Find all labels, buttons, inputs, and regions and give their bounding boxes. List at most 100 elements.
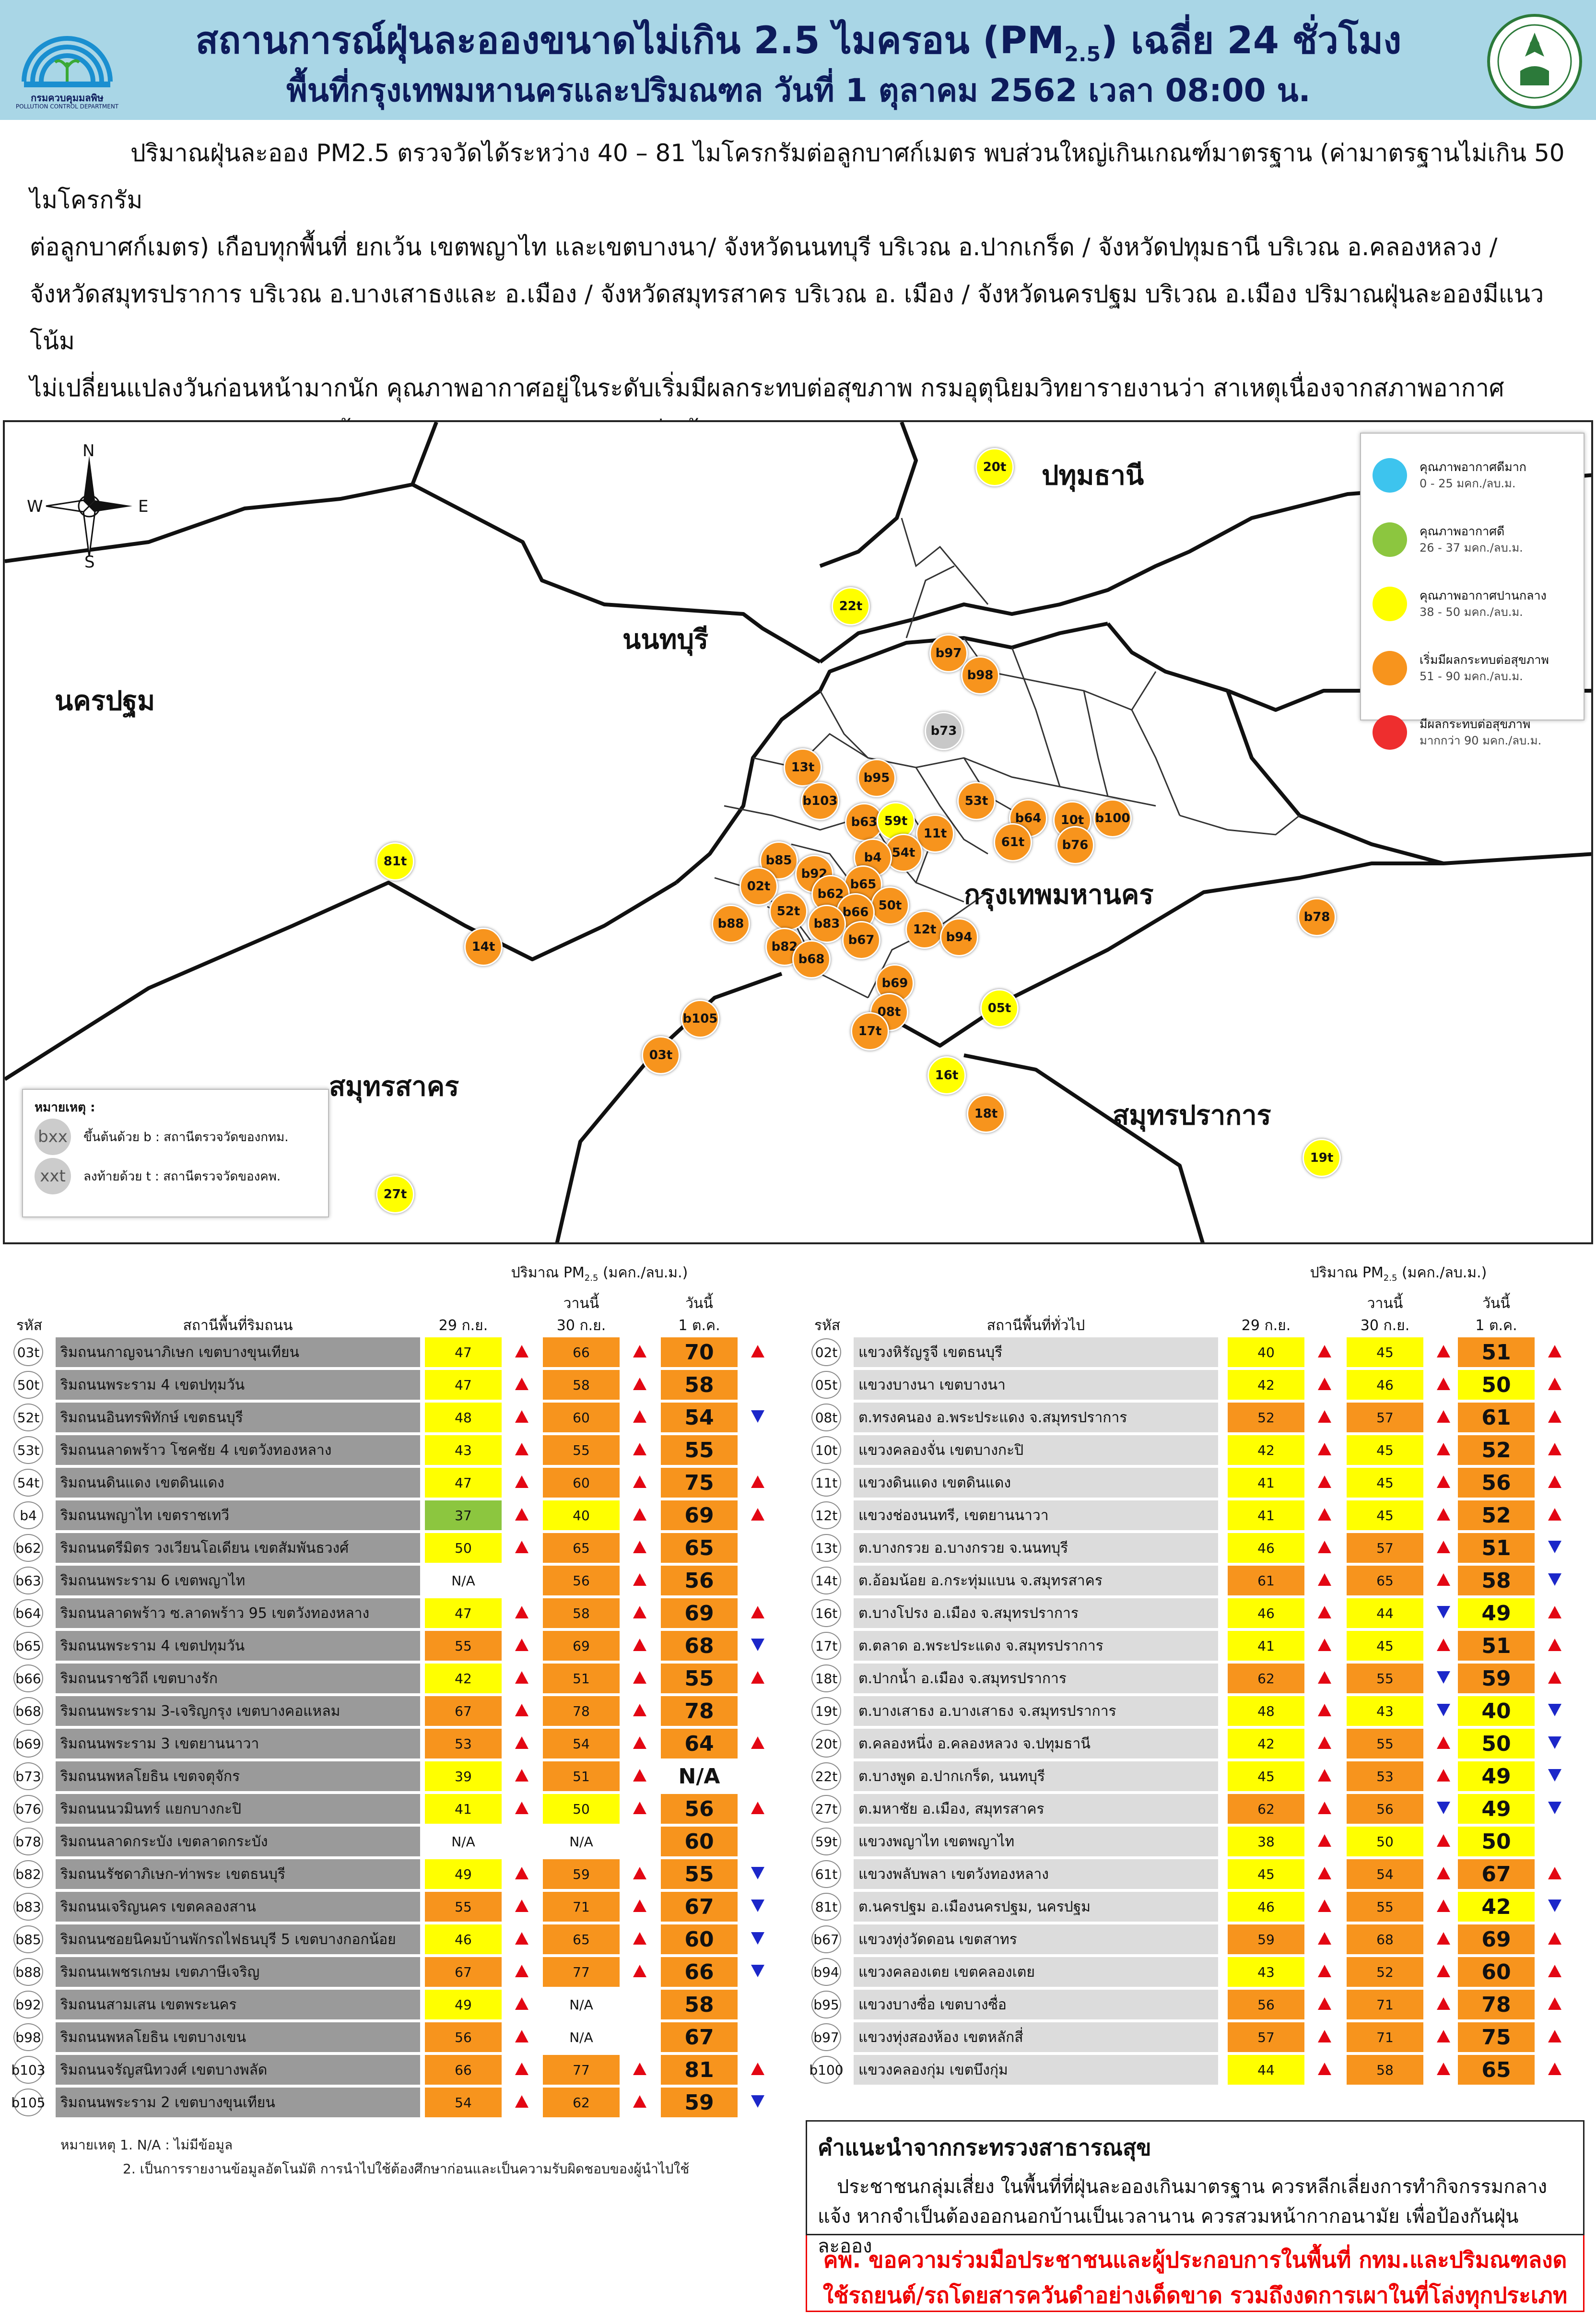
pm25-value: 60: [543, 1403, 620, 1432]
pm25-value: 47: [425, 1598, 502, 1628]
header-banner: กรมควบคุมมลพิษ POLLUTION CONTROL DEPARTM…: [0, 0, 1596, 120]
station-marker-b100: b100: [1093, 799, 1132, 838]
pm25-value: 51: [1458, 1337, 1535, 1367]
station-code: b83: [13, 1893, 43, 1921]
station-marker-61t: 61t: [994, 823, 1032, 861]
footnote-1: หมายเหตุ 1. N/A : ไม่มีข้อมูล: [60, 2137, 233, 2153]
trend-up-icon: [515, 1443, 528, 1455]
station-code: 22t: [811, 1762, 841, 1790]
trend-up-icon: [633, 1573, 646, 1586]
summary-line: จังหวัดสมุทรปราการ บริเวณ อ.บางเสาธงและ …: [30, 280, 1544, 355]
station-marker-13t: 13t: [784, 748, 822, 787]
pm25-value: 47: [425, 1337, 502, 1367]
pm25-value: 59: [661, 2088, 738, 2117]
station-name: ริมถนนนวมินทร์ แยกบางกะปิ: [56, 1794, 420, 1824]
label-bangkok: กรุงเทพมหานคร: [964, 879, 1154, 910]
station-name: ต.ทรงคนอง อ.พระประแดง จ.สมุทรปราการ: [854, 1403, 1218, 1432]
station-name: แขวงคลองเตย เขตคลองเตย: [854, 1957, 1218, 1987]
station-name: แขวงบางซื่อ เขตบางซื่อ: [854, 1990, 1218, 2019]
pm25-value: 55: [661, 1664, 738, 1693]
trend-up-icon: [751, 2063, 764, 2075]
pm25-value: 45: [1347, 1337, 1423, 1367]
pm25-value: 50: [1347, 1827, 1423, 1856]
pm25-value: 45: [1347, 1500, 1423, 1530]
trend-up-icon: [751, 1671, 764, 1684]
legend-item: มีผลกระทบต่อสุขภาพ มากกว่า 90 มคก./ลบ.ม.: [1373, 700, 1572, 765]
trend-up-icon: [1548, 1965, 1561, 1977]
station-marker-b88: b88: [712, 905, 750, 943]
note-text: ลงท้ายด้วย t : สถานีตรวจวัดของคพ.: [83, 1169, 281, 1184]
station-code: b76: [13, 1795, 43, 1823]
station-name: ต.มหาชัย อ.เมือง, สมุทรสาคร: [854, 1794, 1218, 1824]
station-name: ริมถนนพระราม 6 เขตพญาไท: [56, 1566, 420, 1595]
table-row: 20t ต.คลองหนึ่ง อ.คลองหลวง จ.ปทุมธานี 42 55…: [810, 1728, 1587, 1759]
legend-label: มีผลกระทบต่อสุขภาพ: [1420, 717, 1531, 731]
pm25-value: 45: [1228, 1859, 1304, 1889]
station-code: 53t: [13, 1436, 43, 1464]
pm25-value: 55: [661, 1859, 738, 1889]
trend-up-icon: [633, 1345, 646, 1357]
trend-up-icon: [515, 1345, 528, 1357]
station-name: ริมถนนตรีมิตร วงเวียนโอเดียน เขตสัมพันธว…: [56, 1533, 420, 1563]
trend-up-icon: [515, 1997, 528, 2010]
legend-label: คุณภาพอากาศดีมาก: [1420, 460, 1526, 474]
station-code: b78: [13, 1828, 43, 1855]
pm25-value: 77: [543, 2055, 620, 2085]
note-item-bma: bxx ขึ้นต้นด้วย b : สถานีตรวจวัดของกทม.: [35, 1117, 317, 1156]
station-name: ริมถนนพญาไท เขตราชเทวี: [56, 1500, 420, 1530]
trend-up-icon: [1548, 2030, 1561, 2042]
compass-e: E: [138, 497, 149, 516]
station-code: b94: [811, 1958, 841, 1986]
trend-up-icon: [515, 1736, 528, 1749]
station-code: b64: [13, 1599, 43, 1627]
compass-w: W: [27, 497, 43, 516]
station-code: 81t: [811, 1893, 841, 1921]
trend-up-icon: [515, 1965, 528, 1977]
table-row: b63 ริมถนนพระราม 6 เขตพญาไท N/A 56 56: [12, 1565, 780, 1596]
legend-swatch: [1373, 458, 1407, 493]
station-marker-b78: b78: [1298, 898, 1336, 936]
pm25-value: 58: [1458, 1566, 1535, 1595]
trend-up-icon: [1318, 2030, 1331, 2042]
trend-up-icon: [1318, 1932, 1331, 1945]
pm25-value: 55: [1347, 1664, 1423, 1693]
pm25-value: 59: [543, 1859, 620, 1889]
left-unit-header: ปริมาณ PM2.5 (มคก./ลบ.ม.): [511, 1264, 688, 1283]
trend-up-icon: [515, 1932, 528, 1945]
pm25-value: 58: [543, 1370, 620, 1400]
trend-up-icon: [1437, 1965, 1450, 1977]
trend-up-icon: [1548, 1410, 1561, 1423]
station-marker-11t: 11t: [916, 814, 954, 853]
station-marker-12t: 12t: [905, 910, 944, 949]
trend-up-icon: [633, 1900, 646, 1912]
trend-up-icon: [1318, 1834, 1331, 1847]
map-legend: คุณภาพอากาศดีมาก 0 - 25 มคก./ลบ.ม. คุณภาพอ…: [1360, 433, 1584, 750]
pm25-value: 62: [543, 2088, 620, 2117]
station-name: ริมถนนพระราม 3-เจริญกรุง เขตบางคอแหลม: [56, 1696, 420, 1726]
trend-up-icon: [633, 1475, 646, 1488]
pm25-value: 49: [1458, 1794, 1535, 1824]
col-header-code: รหัส: [16, 1317, 43, 1334]
station-marker-18t: 18t: [967, 1095, 1005, 1133]
table-row: b67 แขวงทุ่งวัดดอน เขตสาทร 59 68 69: [810, 1924, 1587, 1955]
table-row: 03t ริมถนนกาญจนาภิเษก เขตบางขุนเทียน 47 66 7…: [12, 1336, 780, 1368]
pm25-value: 45: [1347, 1468, 1423, 1498]
trend-down-icon: [1437, 1671, 1450, 1684]
station-marker-b95: b95: [857, 759, 896, 797]
station-name: แขวงบางนา เขตบางนา: [854, 1370, 1218, 1400]
pm25-value: 61: [1458, 1403, 1535, 1432]
table-row: b94 แขวงคลองเตย เขตคลองเตย 43 52 60: [810, 1956, 1587, 1988]
table-row: 27t ต.มหาชัย อ.เมือง, สมุทรสาคร 62 56 49: [810, 1793, 1587, 1825]
trend-up-icon: [515, 1541, 528, 1553]
trend-up-icon: [1318, 2063, 1331, 2075]
trend-up-icon: [1318, 1997, 1331, 2010]
summary-text: ปริมาณฝุ่นละออง PM2.5 ตรวจวัดได้ระหว่าง …: [30, 130, 1584, 459]
station-name: ริมถนนพหลโยธิน เขตบางเขน: [56, 2022, 420, 2052]
station-name: แขวงช่องนนทรี, เขตยานนาวา: [854, 1500, 1218, 1530]
pm25-value: 58: [543, 1598, 620, 1628]
col-header-day2: 30 ก.ย.: [1360, 1317, 1410, 1334]
station-code: b88: [13, 1958, 43, 1986]
table-row: 18t ต.ปากน้ำ อ.เมือง จ.สมุทรปราการ 62 55 59: [810, 1663, 1587, 1694]
trend-up-icon: [633, 1378, 646, 1390]
table-row: b65 ริมถนนพระราม 4 เขตปทุมวัน 55 69 68: [12, 1630, 780, 1662]
